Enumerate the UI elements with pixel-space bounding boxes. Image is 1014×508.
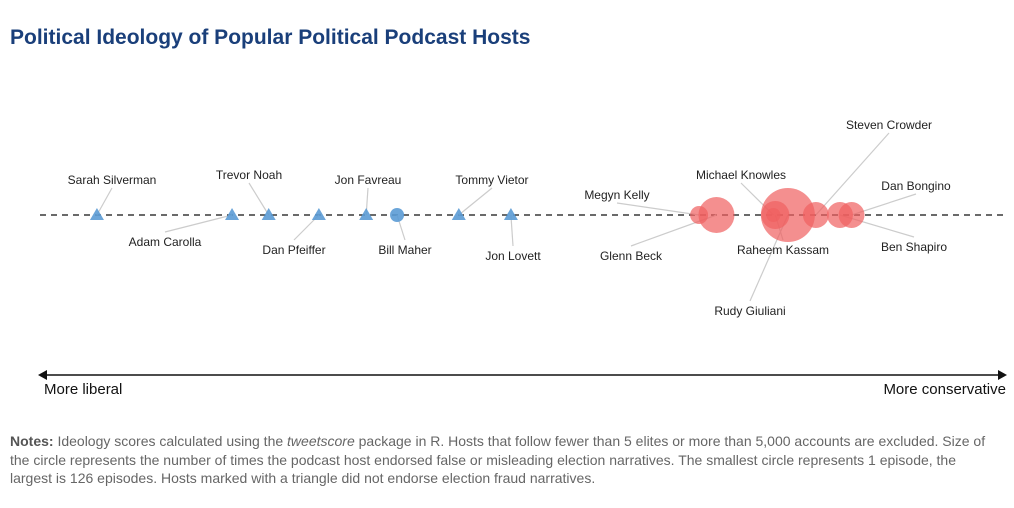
data-point-trevor-noah — [261, 208, 276, 220]
point-label: Rudy Giuliani — [714, 304, 785, 318]
data-point-bill-maher — [390, 208, 405, 222]
point-label: Glenn Beck — [600, 249, 663, 263]
point-label: Megyn Kelly — [584, 188, 649, 202]
leader-line — [96, 187, 113, 216]
ideology-arrow-axis — [38, 370, 1007, 380]
point-label: Michael Knowles — [696, 168, 786, 182]
data-point-adam-carolla — [225, 208, 240, 220]
point-label: Dan Pfeiffer — [262, 243, 325, 257]
point-label: Jon Favreau — [335, 173, 402, 187]
data-point-steven-crowder — [802, 202, 829, 228]
leader-line — [815, 132, 890, 216]
notes-package-name: tweetscore — [287, 433, 355, 449]
chart-notes: Notes: Ideology scores calculated using … — [10, 432, 1000, 488]
more-liberal-label: More liberal — [44, 381, 123, 398]
leader-line — [458, 187, 493, 216]
point-label: Tommy Vietor — [455, 173, 528, 187]
data-point-michael-knowles — [766, 208, 781, 222]
point-label: Steven Crowder — [846, 118, 932, 132]
point-label: Adam Carolla — [129, 235, 202, 249]
point-label: Sarah Silverman — [68, 173, 157, 187]
leader-line — [510, 214, 514, 247]
ideology-chart: Sarah Silverman Adam Carolla Trevor Noah Da… — [38, 118, 1007, 380]
point-label: Jon Lovett — [485, 249, 541, 263]
notes-label: Notes: — [10, 433, 54, 449]
leader-line — [248, 182, 270, 216]
notes-text: Ideology scores calculated using the — [53, 433, 288, 449]
data-point-sarah-silverman — [89, 208, 104, 220]
leader-line — [616, 202, 700, 216]
more-conservative-label: More conservative — [883, 381, 1006, 398]
data-point-jon-lovett — [503, 208, 518, 220]
data-point-glenn-beck — [698, 197, 735, 233]
point-label: Ben Shapiro — [881, 240, 947, 254]
data-point-dan-bongino — [838, 202, 865, 228]
point-label: Trevor Noah — [216, 168, 282, 182]
data-point-jon-favreau — [359, 208, 374, 220]
point-label: Raheem Kassam — [737, 243, 829, 257]
point-label: Bill Maher — [378, 243, 431, 257]
chart-title: Political Ideology of Popular Political … — [10, 26, 531, 49]
data-point-tommy-vietor — [451, 208, 466, 220]
data-point-dan-pfeiffer — [311, 208, 326, 220]
data-point-megyn-kelly — [690, 206, 709, 224]
leader-line — [164, 214, 233, 233]
notes-text-cont: package in R. Hosts that follow fewer th… — [10, 433, 986, 486]
point-label: Dan Bongino — [881, 179, 951, 193]
